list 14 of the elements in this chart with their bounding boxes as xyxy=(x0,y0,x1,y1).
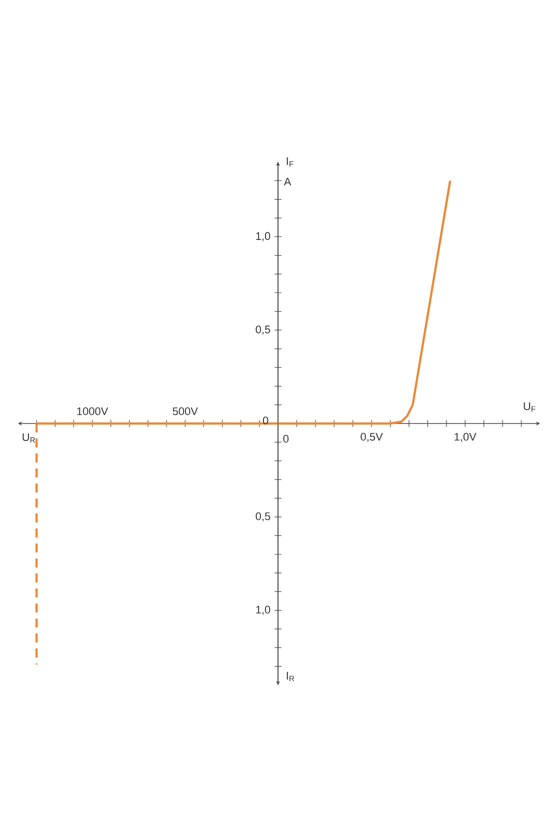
x-axis-title: U$_{R}$ xyxy=(22,433,36,443)
y-tick-label: 1,0 xyxy=(256,606,270,615)
y-tick-label: 1,0 xyxy=(256,232,270,242)
y-tick-label: 0,5 xyxy=(256,512,270,522)
x-axis-title: U$_{F}$ xyxy=(524,402,536,412)
annotation: A xyxy=(284,178,292,186)
y-axis-title: I$_{R}$ xyxy=(286,672,294,682)
x-tick-label: 500V xyxy=(172,407,198,416)
x-tick-label: 1000V xyxy=(77,407,108,416)
x-tick-label: 1,0V xyxy=(454,432,476,442)
x-tick-label: 0,5V xyxy=(360,432,383,442)
y-axis-title: I$_{F}$ xyxy=(286,157,294,167)
y-tick-label: 0,5 xyxy=(256,326,270,335)
x-tick-label: 0 xyxy=(283,434,289,443)
